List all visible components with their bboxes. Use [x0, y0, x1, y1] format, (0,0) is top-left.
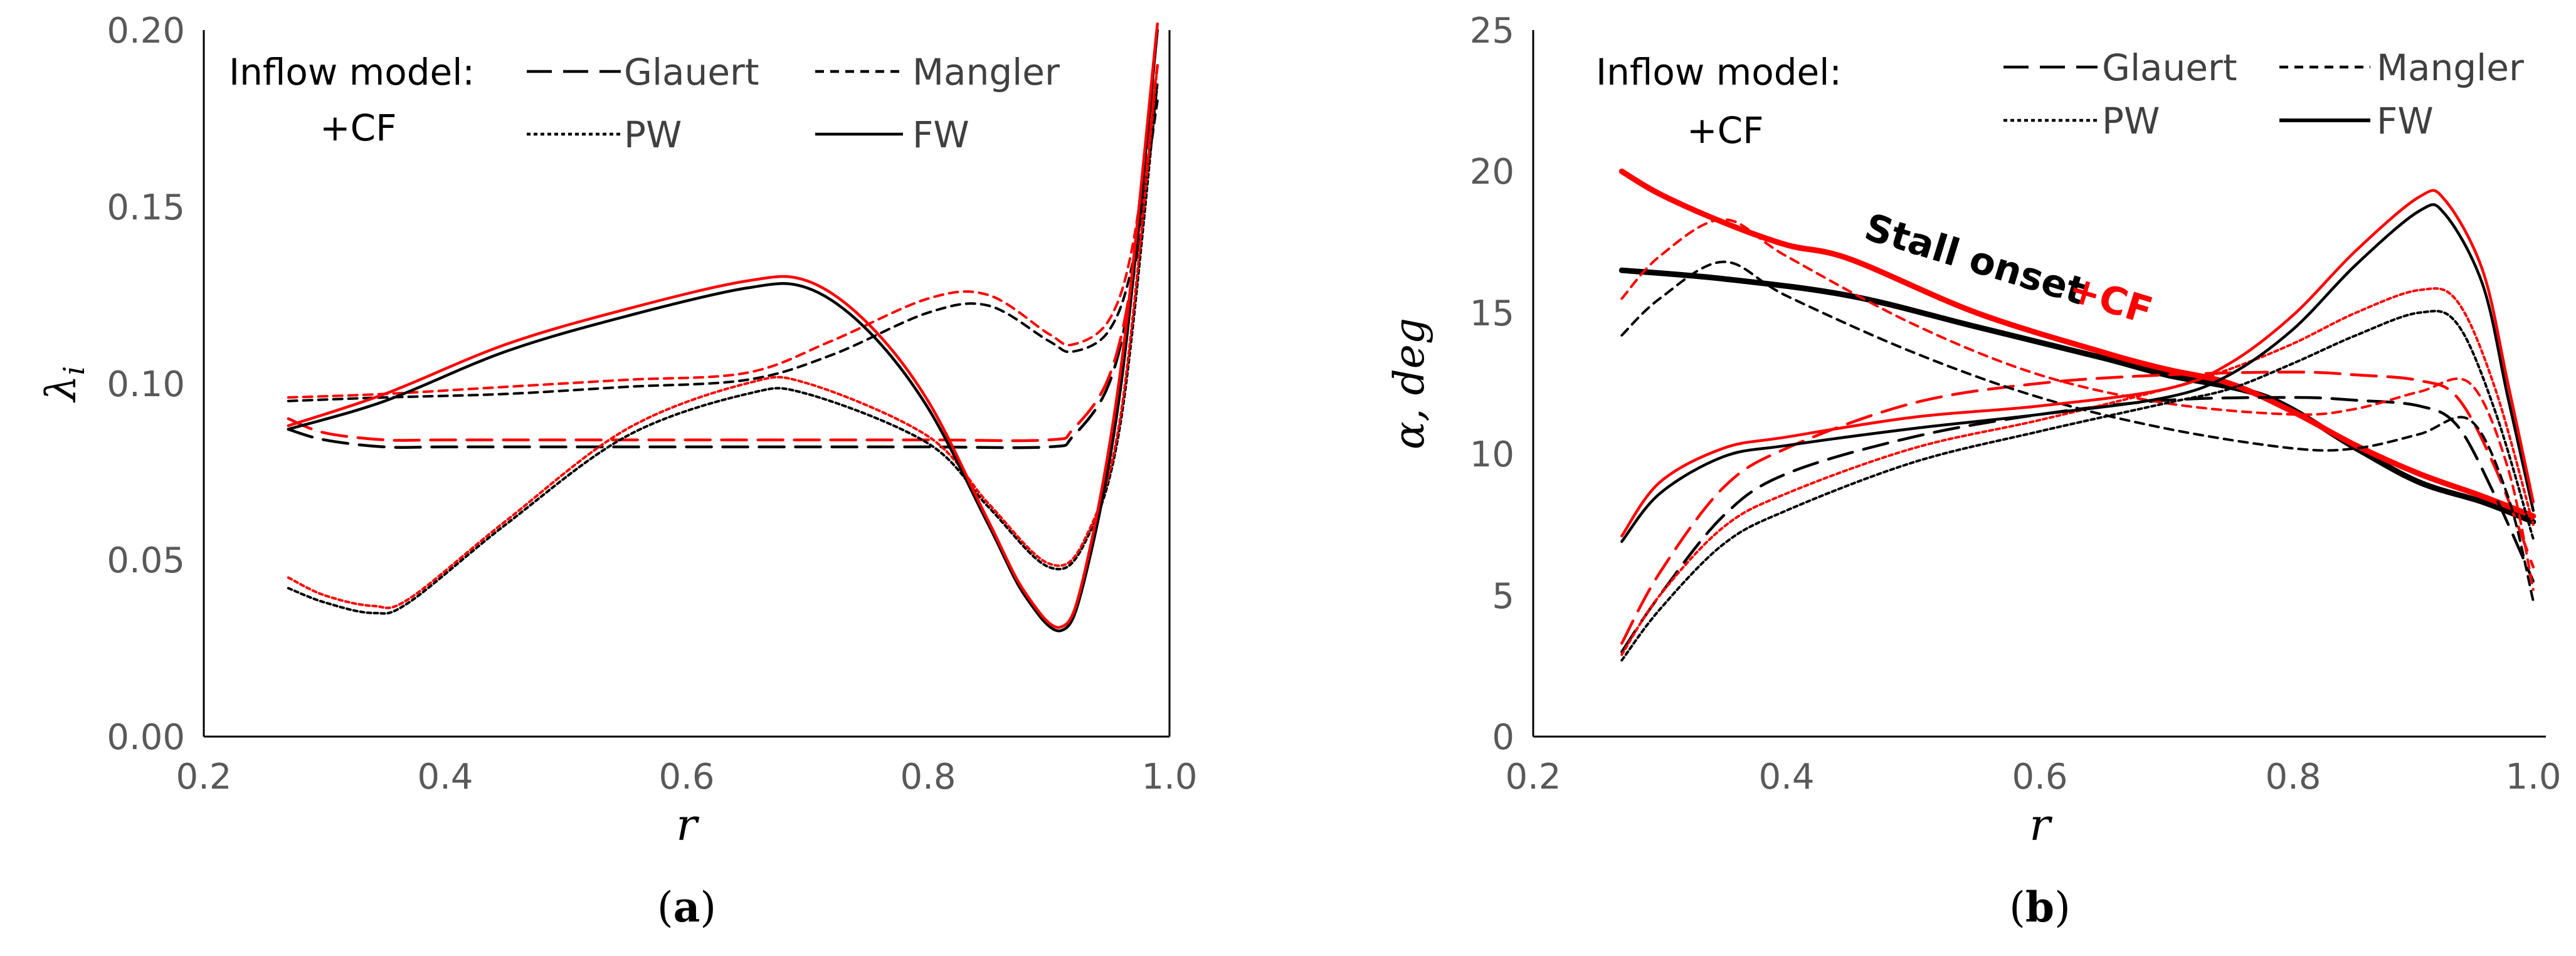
series-fw-cf-line — [287, 22, 1159, 629]
panel-b-x-ticks: 0.2 0.4 0.6 0.8 1.0 — [1505, 757, 2561, 797]
panel-a-ytick-label: 0.20 — [107, 11, 185, 51]
panel-b-xtick-label: 0.6 — [2012, 757, 2067, 797]
series-stall-onset-base-line — [1618, 267, 2536, 525]
panel-a-curves — [287, 22, 1159, 633]
series-fw-base-line — [1620, 203, 2535, 544]
series-glauert-base-line — [1620, 396, 2535, 654]
series-mangler-base-line — [1620, 260, 2535, 602]
panel-b-caption-letter: b — [2025, 883, 2054, 932]
panel-b-legend: Inflow model: +CF Glauert Mangler PW FW — [1596, 46, 2524, 152]
stall-onset-annotation: Stall onset — [1860, 205, 2091, 313]
panel-b-xtick-label: 0.8 — [2265, 757, 2321, 797]
panel-b: 0 5 10 15 20 25 0.2 0.4 0.6 0.8 1.0 r α,… — [1385, 11, 2562, 932]
panel-b-ytick-label: 15 — [1470, 293, 1514, 334]
panel-a-ytick-label: 0.10 — [107, 364, 185, 405]
legend-cf-label: +CF — [320, 107, 396, 149]
legend-fw-label: FW — [2377, 100, 2434, 142]
panel-a-x-ticks: 0.2 0.4 0.6 0.8 1.0 — [176, 757, 1197, 797]
series-glauert-cf-line — [287, 64, 1159, 443]
legend-glauert-label: Glauert — [624, 51, 759, 93]
panel-a-ytick-label: 0.00 — [107, 717, 185, 758]
panel-a: 0.00 0.05 0.10 0.15 0.20 0.2 0.4 0.6 0.8… — [37, 11, 1198, 932]
panel-b-y-axis-label: α, deg — [1385, 318, 1433, 449]
panel-a-legend: Inflow model: +CF Glauert Mangler PW FW — [229, 51, 1060, 156]
series-mangler-cf-line — [287, 64, 1159, 399]
panel-b-ytick-label: 25 — [1470, 11, 1514, 51]
series-stall-onset-cf-line — [1618, 168, 2536, 519]
series-pw-base-line — [1620, 310, 2535, 662]
panel-a-caption: (a) — [657, 883, 716, 932]
legend-fw-label: FW — [912, 113, 969, 156]
panel-a-ylabel-sub: i — [57, 366, 91, 376]
stall-onset-cf-annotation: +CF — [2064, 266, 2158, 333]
legend-mangler-label: Mangler — [912, 51, 1060, 93]
series-mangler-cf-line — [1620, 218, 2535, 591]
series-fw-base-line — [287, 28, 1159, 633]
panel-a-y-axis-label: λi — [37, 366, 91, 404]
legend-title: Inflow model: — [1596, 51, 1842, 93]
series-mangler-base-line — [287, 99, 1159, 402]
panel-a-xtick-label: 1.0 — [1141, 757, 1197, 797]
panel-a-xtick-label: 0.8 — [900, 757, 956, 797]
panel-a-xtick-label: 0.4 — [417, 757, 473, 797]
panel-a-ytick-label: 0.15 — [107, 187, 185, 228]
panel-a-ylabel-main: λ — [37, 375, 85, 403]
legend-pw-label: PW — [2102, 100, 2160, 142]
panel-b-ytick-label: 20 — [1470, 152, 1514, 192]
panel-b-caption: (b) — [2009, 883, 2071, 932]
panel-b-x-axis-label: r — [2029, 799, 2052, 851]
legend-glauert-label: Glauert — [2102, 46, 2237, 89]
panel-b-y-ticks: 0 5 10 15 20 25 — [1470, 11, 1514, 758]
panel-b-ytick-label: 10 — [1470, 434, 1514, 475]
panel-b-ytick-label: 5 — [1492, 576, 1514, 617]
series-glauert-base-line — [287, 81, 1159, 449]
series-fw-cf-line — [1620, 189, 2535, 538]
series-pw-base-line — [287, 81, 1159, 615]
panel-a-x-axis-label: r — [676, 799, 699, 851]
panel-b-curves — [1618, 168, 2536, 662]
panel-b-xtick-label: 1.0 — [2505, 757, 2561, 797]
legend-title: Inflow model: — [229, 51, 475, 93]
panel-a-ytick-label: 0.05 — [107, 540, 185, 581]
panel-b-ytick-label: 0 — [1492, 717, 1514, 758]
panel-a-xtick-label: 0.6 — [658, 757, 714, 797]
panel-b-xtick-label: 0.2 — [1505, 757, 1561, 797]
panel-b-xtick-label: 0.4 — [1758, 757, 1814, 797]
series-pw-cf-line — [287, 64, 1159, 609]
legend-cf-label: +CF — [1687, 109, 1763, 152]
series-glauert-cf-line — [1620, 370, 2535, 645]
panel-a-y-ticks: 0.00 0.05 0.10 0.15 0.20 — [107, 11, 185, 758]
legend-mangler-label: Mangler — [2377, 46, 2524, 89]
panel-a-xtick-label: 0.2 — [176, 757, 231, 797]
panel-a-caption-letter: a — [673, 883, 700, 932]
legend-pw-label: PW — [624, 113, 682, 156]
